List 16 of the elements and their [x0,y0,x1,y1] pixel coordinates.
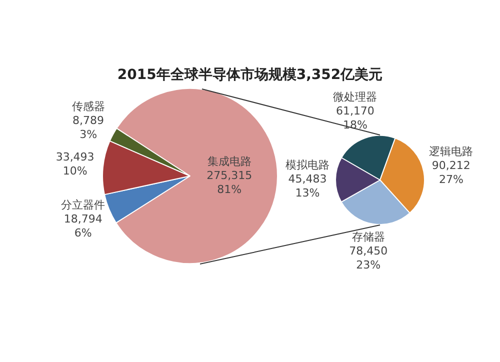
slice-label: 模拟电路 [286,158,330,172]
slice-label: 分立器件 [61,198,106,212]
slice-label: 微处理器 [333,90,378,104]
slice-label: 传感器 [72,100,105,114]
data-label: 45,483 13% [288,172,327,200]
slice-label: 逻辑电路 [429,144,474,158]
chart-title: 2015年全球半导体市场规模3,352亿美元 [116,66,384,84]
slice-label: 存储器 [352,230,385,244]
data-label: 90,212 27% [432,158,470,186]
data-label: 78,450 23% [349,244,388,272]
data-label: 18,794 6% [64,212,102,240]
data-label: 275,315 81% [206,169,252,196]
data-label: 8,789 3% [72,114,104,142]
data-label: 61,170 18% [336,104,374,132]
slice-label: 集成电路 [207,155,252,168]
data-label: 33,493 10% [56,150,94,178]
